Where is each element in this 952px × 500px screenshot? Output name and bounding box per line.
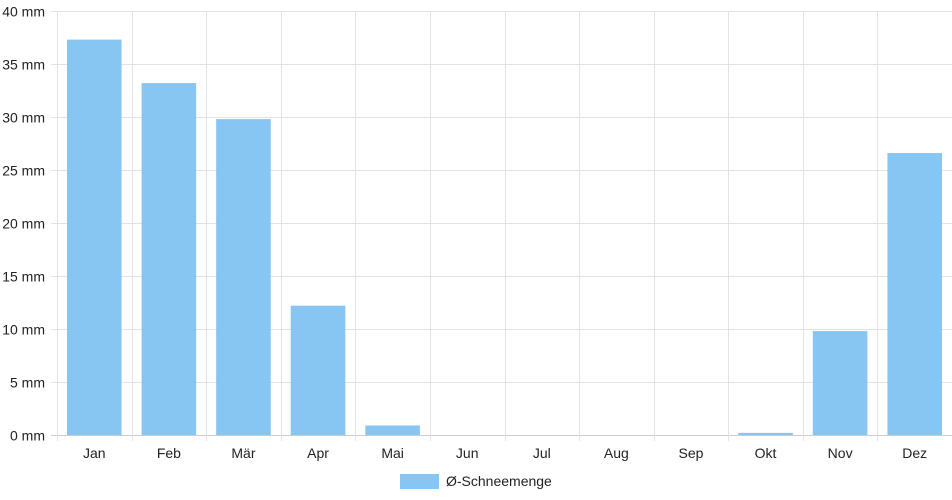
y-axis-tick-labels: 0 mm 5 mm 10 mm 15 mm 20 mm 25 mm 30 mm 35 mm 40… [2,4,45,444]
x-tick-label: Apr [307,445,329,461]
bar-jan[interactable] [67,39,122,436]
legend[interactable]: Ø-Schneemenge [400,473,552,489]
y-tick-label: 40 mm [2,4,45,20]
bar-apr[interactable] [290,305,346,435]
x-tick-label: Jan [83,445,106,461]
y-tick-label: 30 mm [2,110,45,126]
x-tick-label: Mai [381,445,404,461]
grid-lines [51,11,952,441]
bar-feb[interactable] [141,83,197,435]
bar-mai[interactable] [365,425,420,435]
y-tick-label: 0 mm [10,428,45,444]
x-tick-label: Jul [533,445,551,461]
y-tick-label: 10 mm [2,322,45,338]
x-tick-label: Jun [456,445,479,461]
y-tick-label: 5 mm [10,375,45,391]
x-tick-label: Okt [755,445,777,461]
x-tick-label: Mär [231,445,255,461]
x-tick-label: Nov [828,445,853,461]
x-tick-label: Sep [678,445,703,461]
bar-okt[interactable] [738,432,793,435]
x-tick-label: Feb [157,445,181,461]
y-tick-label: 15 mm [2,269,45,285]
bars [67,39,942,436]
legend-swatch[interactable] [400,474,439,489]
legend-label[interactable]: Ø-Schneemenge [446,473,552,489]
y-tick-label: 35 mm [2,57,45,73]
y-tick-label: 20 mm [2,216,45,232]
x-tick-label: Aug [604,445,629,461]
x-tick-label: Dez [902,445,927,461]
bar-mär[interactable] [216,119,271,436]
y-tick-label: 25 mm [2,163,45,179]
bar-nov[interactable] [812,331,868,435]
x-axis-tick-labels: Jan Feb Mär Apr Mai Jun Jul Aug Sep Okt Nov Dez [83,445,927,461]
bar-dez[interactable] [887,153,942,436]
